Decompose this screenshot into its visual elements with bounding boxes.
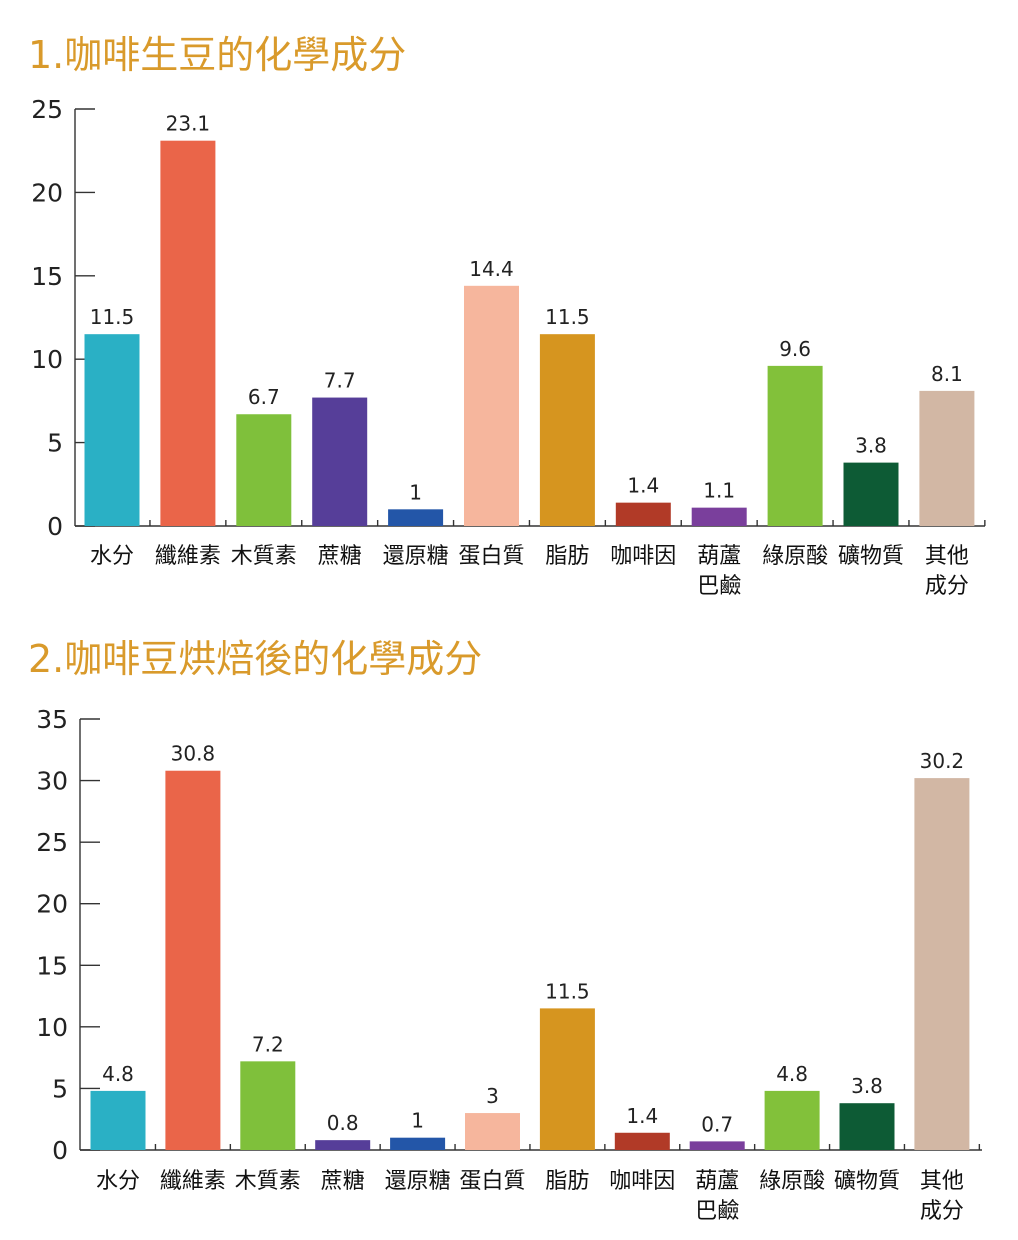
data-label: 4.8 — [776, 1062, 808, 1086]
data-label: 1.4 — [627, 474, 659, 498]
x-tick-label: 蔗糖 — [318, 544, 362, 569]
y-tick-label: 20 — [31, 178, 63, 207]
y-tick-label: 25 — [36, 828, 68, 857]
bar — [764, 1090, 820, 1150]
bar — [839, 1103, 895, 1150]
y-tick-label: 15 — [36, 951, 68, 980]
bar — [914, 778, 970, 1150]
bar — [240, 1061, 296, 1150]
x-tick-label: 咖啡因 — [609, 1169, 675, 1194]
x-tick-label: 纖維素 — [160, 1169, 226, 1194]
x-tick-label: 其他 — [925, 544, 969, 569]
bar — [539, 334, 595, 526]
data-label: 3 — [486, 1084, 499, 1108]
y-tick-label: 15 — [31, 262, 63, 291]
bar — [539, 1008, 595, 1150]
x-tick-label: 木質素 — [235, 1169, 301, 1194]
y-tick-label: 0 — [52, 1136, 68, 1165]
bar — [160, 140, 216, 526]
y-tick-label: 30 — [36, 767, 68, 796]
data-label: 1.1 — [703, 479, 735, 503]
data-label: 1 — [411, 1109, 424, 1133]
bar — [465, 1113, 520, 1150]
bar — [315, 1140, 371, 1150]
data-label: 3.8 — [851, 1074, 883, 1098]
x-tick-label: 蔗糖 — [321, 1169, 365, 1194]
x-tick-label: 還原糖 — [385, 1169, 451, 1194]
y-tick-label: 0 — [47, 512, 63, 541]
x-tick-label: 成分 — [920, 1199, 964, 1224]
bar — [390, 1137, 446, 1150]
x-tick-label: 巴鹼 — [697, 574, 741, 599]
bar — [691, 507, 747, 526]
data-label: 0.7 — [701, 1112, 733, 1136]
y-tick-label: 5 — [52, 1074, 68, 1103]
data-label: 14.4 — [469, 257, 514, 281]
x-tick-label: 綠原酸 — [759, 1169, 825, 1194]
data-label: 30.8 — [171, 742, 216, 766]
bar — [165, 770, 221, 1150]
data-label: 7.7 — [324, 369, 356, 393]
bar — [464, 285, 519, 526]
data-label: 1 — [409, 480, 422, 504]
bar — [312, 397, 368, 526]
x-tick-label: 蛋白質 — [458, 544, 524, 569]
bar — [919, 390, 975, 526]
y-tick-label: 25 — [31, 95, 63, 124]
bar — [90, 1090, 146, 1150]
data-label: 3.8 — [855, 434, 887, 458]
data-label: 9.6 — [779, 337, 811, 361]
y-tick-label: 5 — [47, 429, 63, 458]
data-label: 11.5 — [545, 305, 590, 329]
x-tick-label: 巴鹼 — [695, 1199, 739, 1224]
data-label: 7.2 — [252, 1032, 284, 1056]
x-tick-label: 木質素 — [231, 544, 297, 569]
y-tick-label: 10 — [31, 345, 63, 374]
data-label: 0.8 — [327, 1111, 359, 1135]
y-tick-label: 10 — [36, 1013, 68, 1042]
bar — [843, 462, 899, 526]
chart-title: 1.咖啡生豆的化學成分 — [28, 33, 406, 77]
bar — [84, 334, 140, 526]
bar — [614, 1132, 670, 1150]
x-tick-label: 礦物質 — [838, 544, 904, 569]
x-tick-label: 脂肪 — [545, 1169, 589, 1194]
bar — [615, 502, 671, 526]
bar — [767, 365, 823, 526]
y-tick-label: 35 — [36, 705, 68, 734]
x-tick-label: 水分 — [90, 544, 134, 569]
data-label: 1.4 — [626, 1104, 658, 1128]
x-tick-label: 還原糖 — [383, 544, 449, 569]
bar — [689, 1141, 745, 1150]
x-tick-label: 礦物質 — [834, 1169, 900, 1194]
chart-green-beans: 1.咖啡生豆的化學成分 0 5 10 15 20 25 11.5 水分 23.1 纖維素 6.7 木質素… — [28, 33, 986, 599]
x-tick-label: 脂肪 — [545, 544, 589, 569]
x-tick-label: 葫蘆 — [697, 544, 741, 569]
y-tick-label: 20 — [36, 890, 68, 919]
data-label: 8.1 — [931, 362, 963, 386]
data-label: 6.7 — [248, 385, 280, 409]
chart-roasted-beans: 2.咖啡豆烘焙後的化學成分051015202530354.8水分30.8纖維素7… — [28, 637, 982, 1224]
x-tick-label: 其他 — [920, 1169, 964, 1194]
chart-title: 2.咖啡豆烘焙後的化學成分 — [28, 637, 482, 681]
bar — [388, 509, 444, 526]
x-tick-label: 咖啡因 — [610, 544, 676, 569]
x-tick-label: 葫蘆 — [695, 1169, 739, 1194]
data-label: 23.1 — [166, 112, 211, 136]
bar — [236, 414, 292, 526]
data-label: 11.5 — [90, 305, 135, 329]
x-tick-label: 纖維素 — [155, 544, 221, 569]
x-tick-label: 水分 — [96, 1169, 140, 1194]
data-label: 11.5 — [545, 979, 590, 1003]
x-tick-label: 綠原酸 — [762, 544, 828, 569]
data-label: 30.2 — [920, 749, 965, 773]
data-label: 4.8 — [102, 1062, 134, 1086]
x-tick-label: 蛋白質 — [459, 1169, 525, 1194]
x-tick-label: 成分 — [925, 574, 969, 599]
